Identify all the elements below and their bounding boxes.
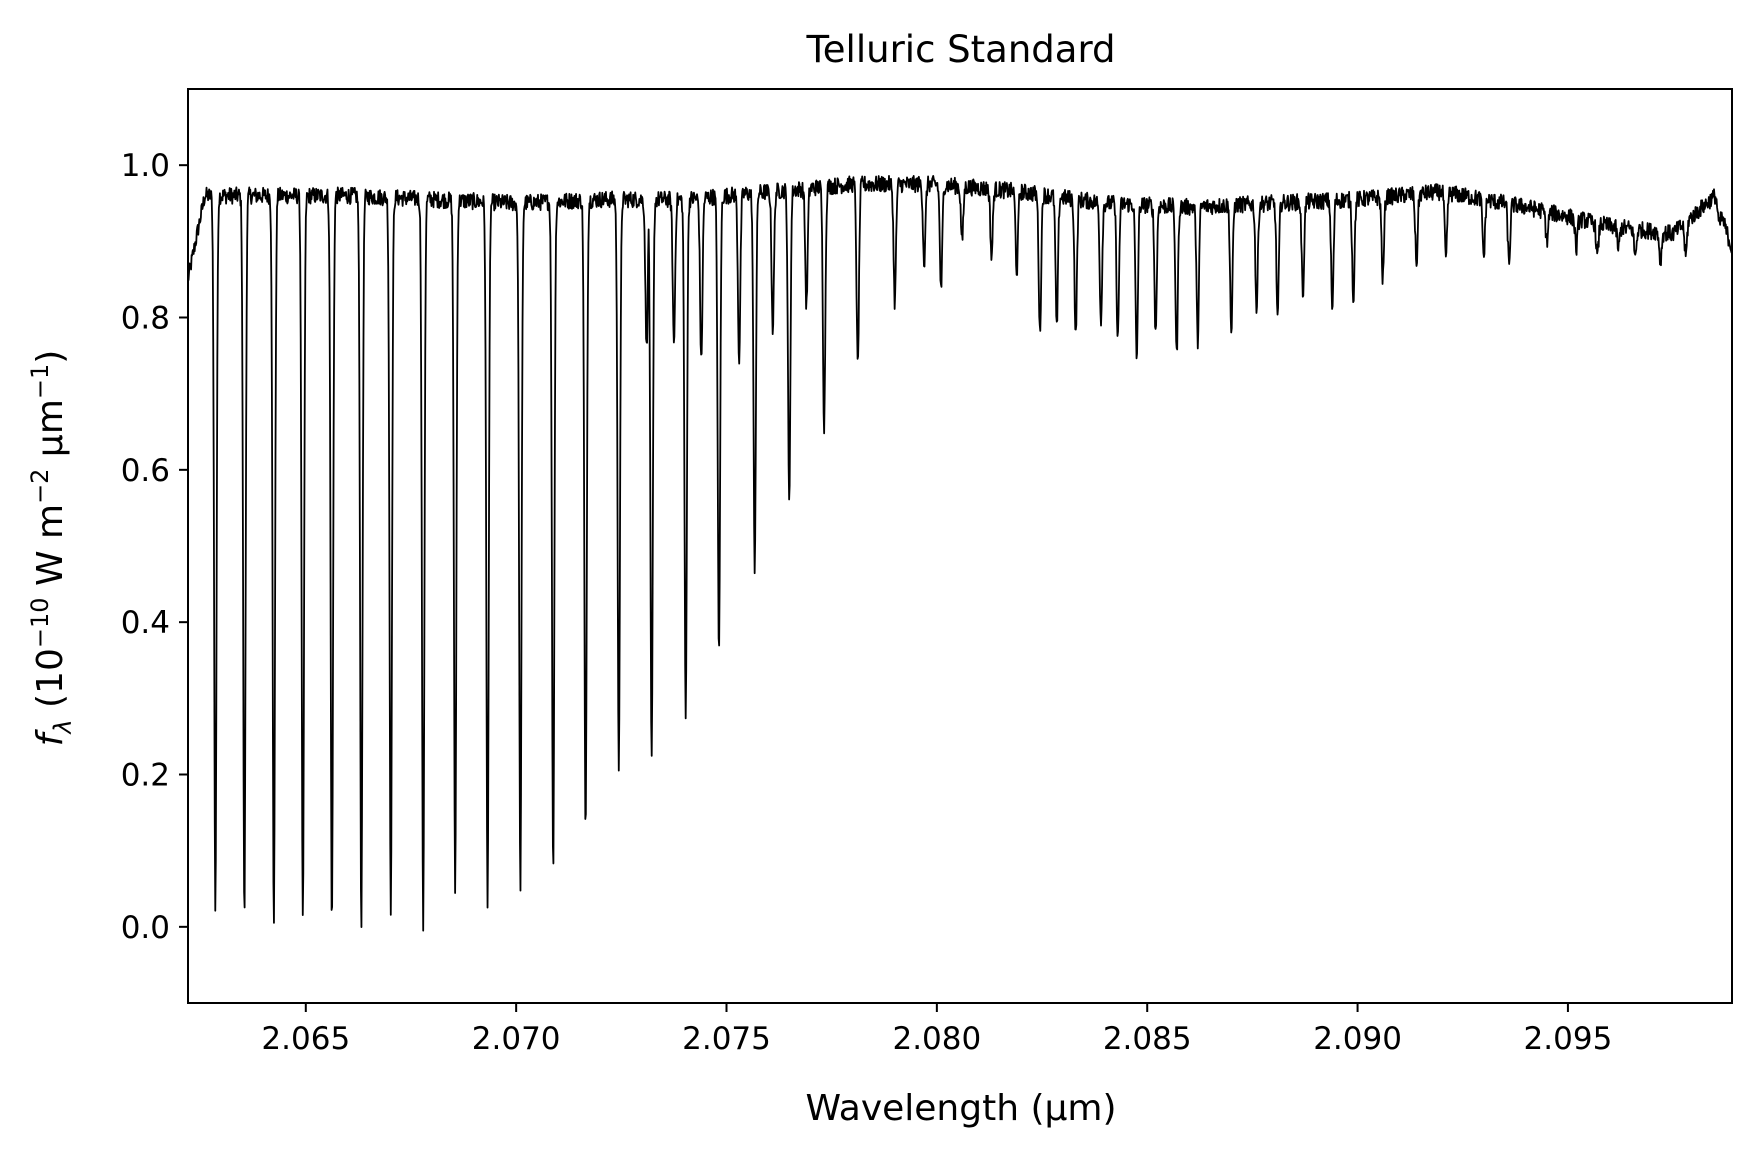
y-axis-label-subscript: λ	[49, 719, 77, 735]
x-tick-label: 2.080	[892, 1021, 981, 1057]
y-tick-label: 1.0	[121, 148, 170, 184]
y-axis-label: fλ (10−10 W m−2 μm−1)	[26, 350, 77, 747]
plot-area	[187, 174, 1733, 932]
x-tick-label: 2.085	[1103, 1021, 1192, 1057]
x-axis-label: Wavelength (μm)	[805, 1088, 1116, 1129]
y-tick-label: 0.8	[121, 301, 170, 337]
y-axis: 0.0 0.2 0.4 0.6 0.8 1.0	[121, 148, 188, 946]
y-axis-label-open: (10	[30, 648, 71, 719]
x-axis: 2.065 2.070 2.075 2.080 2.085 2.090 2.095	[261, 1003, 1612, 1057]
x-tick-label: 2.095	[1524, 1021, 1613, 1057]
x-tick-label: 2.090	[1313, 1021, 1402, 1057]
y-tick-label: 0.2	[121, 758, 170, 794]
y-tick-label: 0.0	[121, 910, 170, 946]
y-tick-label: 0.6	[121, 453, 170, 489]
y-tick-label: 0.4	[121, 605, 170, 641]
y-axis-label-exp1: −10	[26, 597, 54, 648]
y-axis-label-exp2: −2	[26, 469, 54, 504]
x-tick-label: 2.075	[682, 1021, 771, 1057]
chart-title: Telluric Standard	[805, 28, 1115, 71]
x-tick-label: 2.065	[261, 1021, 350, 1057]
spectrum-line	[187, 174, 1733, 932]
plot-frame	[187, 88, 1733, 1004]
x-tick-label: 2.070	[472, 1021, 561, 1057]
y-axis-label-exp3: −1	[26, 364, 54, 399]
y-axis-label-mid: W m	[30, 504, 71, 598]
y-axis-label-mid2: μm	[30, 399, 71, 468]
y-axis-label-close: )	[30, 350, 71, 364]
